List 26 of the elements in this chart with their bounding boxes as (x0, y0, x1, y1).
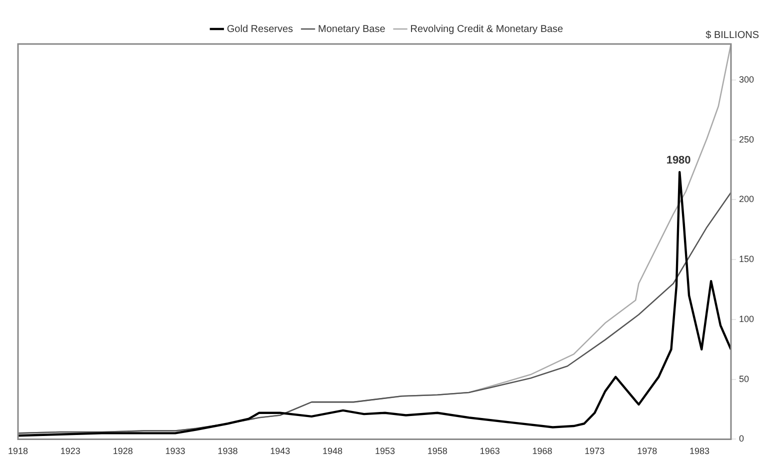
legend-label: Monetary Base (318, 24, 386, 35)
y-tick-label: 200 (738, 194, 754, 204)
x-tick-label: 1983 (690, 446, 710, 456)
x-tick-label: 1978 (637, 446, 658, 456)
x-tick-label: 1923 (60, 446, 80, 456)
y-tick-label: 0 (738, 434, 744, 444)
annotation: 1980 (666, 154, 691, 167)
y-tick-label: 100 (738, 314, 754, 324)
y-tick-label: 150 (738, 254, 754, 264)
y-tick-label: 50 (738, 374, 749, 384)
y-tick-label: 300 (738, 74, 754, 84)
x-tick-label: 1918 (8, 446, 28, 456)
y-axis-title: $ BILLIONS (706, 30, 760, 41)
x-tick-label: 1953 (374, 446, 395, 456)
x-tick-label: 1938 (218, 446, 238, 456)
x-tick-label: 1958 (427, 446, 448, 456)
x-tick-label: 1973 (584, 446, 605, 456)
y-tick-label: 250 (738, 134, 754, 144)
x-tick-label: 1948 (322, 446, 343, 456)
x-tick-label: 1963 (480, 446, 500, 456)
legend-label: Revolving Credit & Monetary Base (410, 24, 564, 35)
x-tick-label: 1968 (532, 446, 552, 456)
legend-label: Gold Reserves (226, 24, 294, 35)
x-tick-label: 1933 (165, 446, 186, 456)
x-tick-label: 1928 (112, 446, 133, 456)
x-tick-label: 1943 (270, 446, 290, 456)
